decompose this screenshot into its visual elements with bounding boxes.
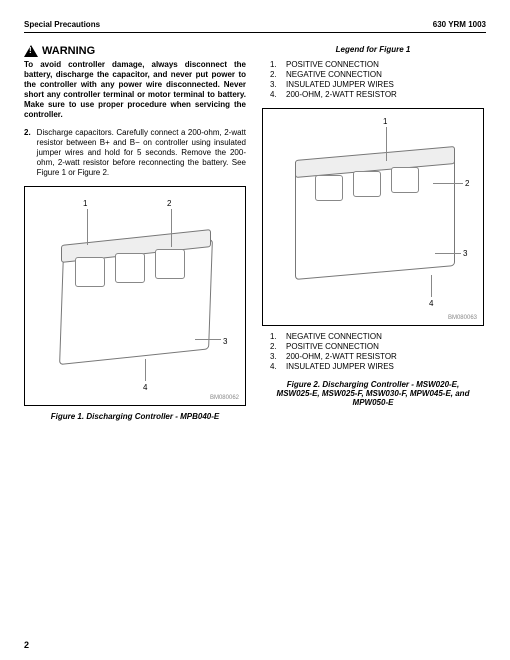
legend-2-list: 1.NEGATIVE CONNECTION 2.POSITIVE CONNECT… — [270, 332, 484, 372]
fig1-callout-3: 3 — [223, 337, 227, 346]
header-left: Special Precautions — [24, 20, 100, 29]
header-rule — [24, 32, 486, 33]
warning-header: WARNING — [24, 45, 246, 57]
fig2-callout-2: 2 — [465, 179, 469, 188]
warning-label: WARNING — [42, 45, 95, 57]
fig2-callout-1: 1 — [383, 117, 387, 126]
warning-icon — [24, 45, 38, 57]
list-item: 1.NEGATIVE CONNECTION — [270, 332, 484, 342]
fig1-image-id: BM080062 — [210, 395, 239, 401]
fig2-image-id: BM080063 — [448, 315, 477, 321]
right-column: Legend for Figure 1 1.POSITIVE CONNECTIO… — [262, 45, 484, 421]
list-item: 1.POSITIVE CONNECTION — [270, 60, 484, 70]
legend-1-title: Legend for Figure 1 — [262, 45, 484, 54]
page-header: Special Precautions 630 YRM 1003 — [24, 20, 486, 29]
step-number: 2. — [24, 128, 31, 178]
list-item: 3.INSULATED JUMPER WIRES — [270, 80, 484, 90]
legend-1-list: 1.POSITIVE CONNECTION 2.NEGATIVE CONNECT… — [270, 60, 484, 100]
figure-1-caption: Figure 1. Discharging Controller - MPB04… — [24, 412, 246, 421]
list-item: 4.200-OHM, 2-WATT RESISTOR — [270, 90, 484, 100]
procedure-step: 2. Discharge capacitors. Carefully conne… — [24, 128, 246, 178]
fig1-callout-2: 2 — [167, 199, 171, 208]
fig2-callout-3: 3 — [463, 249, 467, 258]
fig1-callout-4: 4 — [143, 383, 147, 392]
list-item: 2.NEGATIVE CONNECTION — [270, 70, 484, 80]
warning-body: To avoid controller damage, always disco… — [24, 60, 246, 120]
list-item: 4.INSULATED JUMPER WIRES — [270, 362, 484, 372]
list-item: 2.POSITIVE CONNECTION — [270, 342, 484, 352]
step-text: Discharge capacitors. Carefully connect … — [37, 128, 246, 178]
list-item: 3.200-OHM, 2-WATT RESISTOR — [270, 352, 484, 362]
figure-2-caption: Figure 2. Discharging Controller - MSW02… — [262, 380, 484, 407]
header-right: 630 YRM 1003 — [433, 20, 486, 29]
fig1-callout-1: 1 — [83, 199, 87, 208]
left-column: WARNING To avoid controller damage, alwa… — [24, 45, 246, 421]
figure-2-box: 1 2 3 4 BM080063 — [262, 108, 484, 326]
two-column-layout: WARNING To avoid controller damage, alwa… — [24, 45, 486, 421]
page-number: 2 — [24, 640, 29, 650]
fig2-callout-4: 4 — [429, 299, 433, 308]
figure-1-box: 1 2 3 4 BM080062 — [24, 186, 246, 406]
